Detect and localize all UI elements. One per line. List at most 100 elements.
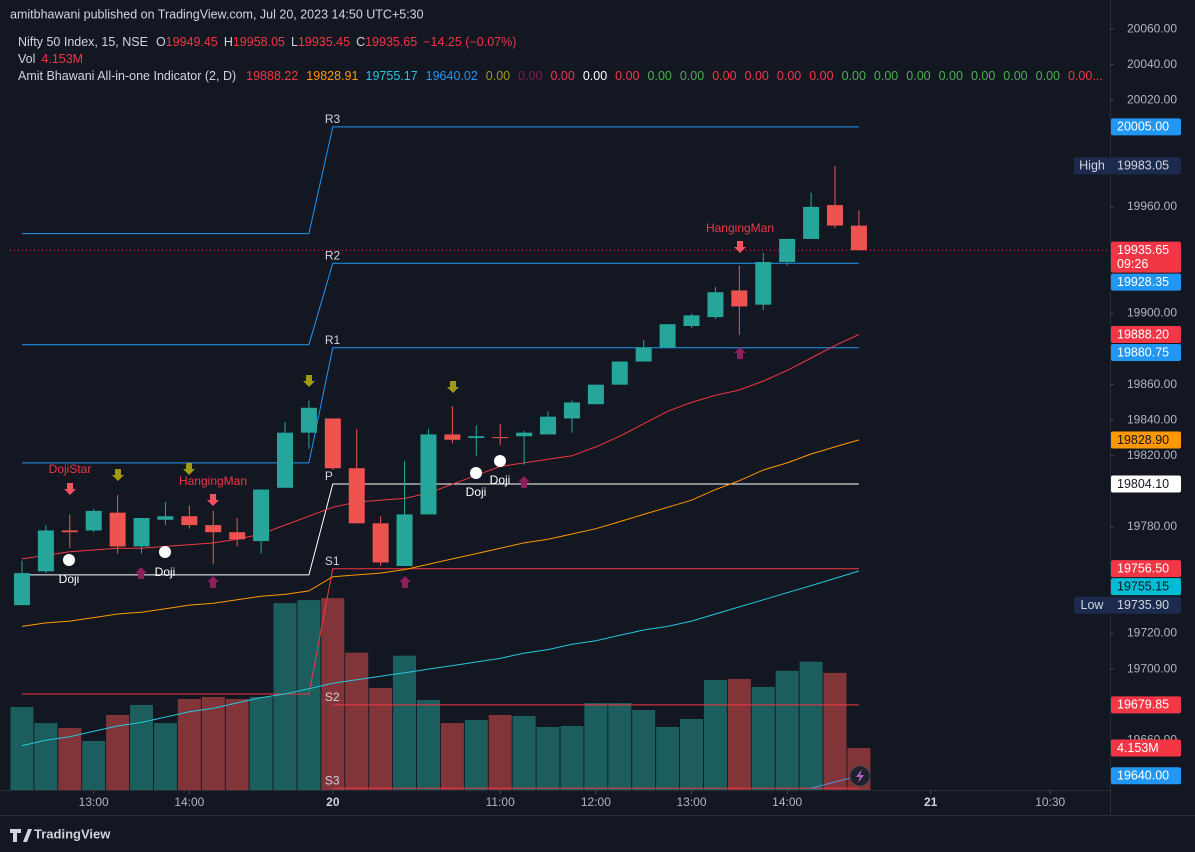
doji-dot: [470, 467, 482, 479]
x-tick-label: 20: [326, 795, 340, 809]
volume-bar: [727, 678, 751, 790]
indicator-value: 0.00: [971, 69, 995, 83]
symbol: Nifty 50 Index, 15, NSE: [18, 35, 148, 49]
candle-body: [540, 416, 557, 435]
brand: TradingView: [34, 826, 111, 841]
price-tag-box: [1074, 596, 1110, 614]
price-label-countdown: 09:26: [1117, 257, 1148, 271]
pivot-name: S3: [325, 773, 340, 787]
y-tick-label: 19780.00: [1127, 519, 1177, 533]
candle-body: [61, 530, 78, 533]
candle-body: [396, 514, 413, 566]
volume-bar: [34, 723, 58, 790]
ohlc-key: O: [156, 35, 166, 49]
price-label-box: [1111, 273, 1181, 291]
price-tag: Low: [1081, 598, 1105, 612]
indicator-value: 0.00: [712, 69, 736, 83]
volume-bar: [273, 603, 297, 790]
indicator-value: 19640.02: [426, 69, 478, 83]
y-tick-label: 19900.00: [1127, 306, 1177, 320]
signal-arrow: [303, 375, 315, 387]
x-tick-label: 13:00: [677, 795, 707, 809]
candle-body: [563, 402, 580, 419]
price-label: 19735.90: [1117, 598, 1169, 612]
candle-body: [181, 516, 198, 526]
y-tick-label: 19700.00: [1127, 661, 1177, 675]
candle-body: [157, 516, 174, 520]
vol-value: 4.153M: [41, 52, 83, 66]
price-label-box: [1111, 475, 1181, 493]
volume-bar: [177, 698, 201, 790]
volume-bar: [249, 696, 273, 790]
signal-arrow: [183, 463, 195, 475]
candle-body: [803, 206, 820, 239]
ohlc-key: H: [224, 35, 233, 49]
candle-body: [348, 468, 365, 524]
indicator-line: [21, 570, 860, 747]
indicator-value: 0.00: [809, 69, 833, 83]
volume-pane: [10, 598, 871, 790]
y-tick-label: 19840.00: [1127, 412, 1177, 426]
ohlc-value: 19935.45: [298, 35, 350, 49]
ohlc-value: 19958.05: [233, 35, 285, 49]
pivot-name: S2: [325, 690, 340, 704]
candle-body: [731, 290, 748, 307]
volume-bar: [369, 687, 393, 790]
indicator-value: 0.00: [648, 69, 672, 83]
price-label-box: [1111, 344, 1181, 362]
price-label-box: [1111, 578, 1181, 596]
price-label-box: [1111, 596, 1181, 614]
symbol-header: Nifty 50 Index, 15, NSE O19949.45 H19958.0…: [18, 35, 516, 49]
indicator-value: 0.00: [1003, 69, 1027, 83]
alert-icon-bolt: [856, 769, 864, 783]
price-label: 19983.05: [1117, 159, 1169, 173]
x-tick-label: 14:00: [174, 795, 204, 809]
price-label: 19888.20: [1117, 327, 1169, 341]
indicator-value: 0.00: [550, 69, 574, 83]
indicator-name: Amit Bhawani All-in-one Indicator (2, D): [18, 69, 236, 83]
indicator-value: 0.00...: [1068, 69, 1103, 83]
candle-body: [659, 324, 676, 348]
candle-body: [253, 489, 270, 542]
vol-key: Vol: [18, 52, 35, 66]
pattern-label: HangingMan: [179, 474, 247, 488]
candle-body: [755, 262, 772, 305]
price-label: 19756.50: [1117, 561, 1169, 575]
volume-bar: [680, 718, 704, 790]
volume-bar: [799, 661, 823, 790]
volume-bar: [464, 720, 488, 790]
candle-body: [611, 361, 628, 385]
logo-mark: [10, 829, 32, 842]
price-label-box: [1111, 157, 1181, 175]
volume-bar: [751, 686, 775, 790]
volume-bar: [130, 704, 154, 790]
volume-bar: [512, 715, 536, 790]
indicator-value: 0.00: [874, 69, 898, 83]
pivot-name: P: [325, 469, 333, 483]
candle-body: [635, 347, 652, 362]
pivot-name: R1: [325, 333, 341, 347]
y-tick-label: 19720.00: [1127, 626, 1177, 640]
signal-arrow: [399, 576, 411, 588]
y-tick-label: 20060.00: [1127, 21, 1177, 35]
signal-arrow: [64, 483, 76, 495]
price-tag: High: [1079, 159, 1105, 173]
price-label: 19679.85: [1117, 698, 1169, 712]
volume-bar: [703, 679, 727, 790]
pattern-label: DojiStar: [49, 462, 92, 476]
volume-bar: [201, 696, 225, 790]
price-label-box: [1111, 767, 1181, 785]
volume-bar: [393, 655, 417, 790]
volume-bar: [488, 714, 512, 790]
signal-arrow: [135, 567, 147, 579]
pivot-line: [22, 262, 859, 346]
ohlc-value: 19935.65: [365, 35, 417, 49]
indicator-value: 19828.91: [306, 69, 358, 83]
price-label-box: [1111, 326, 1181, 344]
pivot-line: [22, 347, 859, 464]
indicator-value: 0.00: [1036, 69, 1060, 83]
candle-body: [324, 418, 341, 469]
price-label: 4.153M: [1117, 741, 1159, 755]
